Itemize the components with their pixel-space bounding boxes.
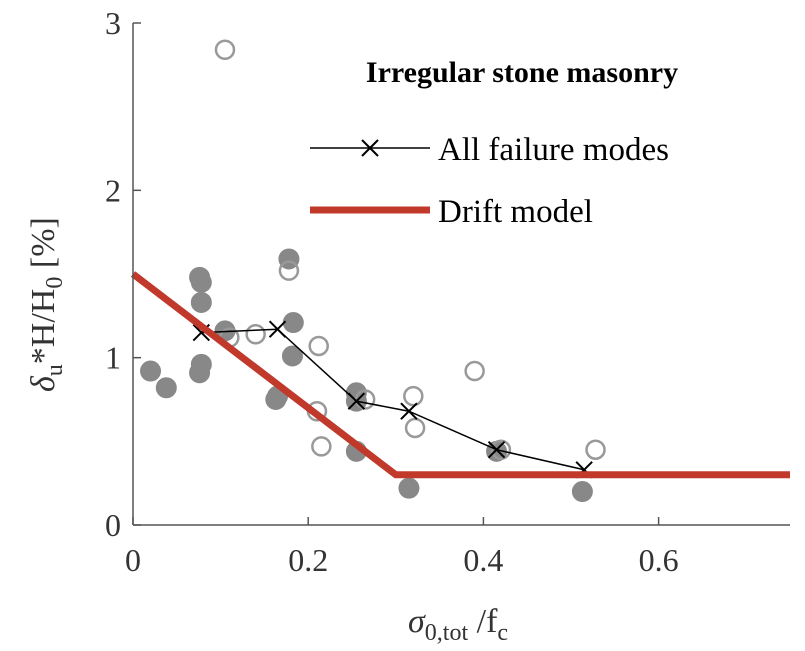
y-tick-label: 0 — [105, 507, 121, 543]
y-tick-label: 1 — [105, 340, 121, 376]
x-tick-label: 0.4 — [463, 542, 503, 578]
y-tick-label: 3 — [105, 5, 121, 41]
y-axis-label: δu*H/H0 [%] — [25, 217, 68, 392]
filled-data-point — [191, 292, 211, 312]
filled-data-point — [399, 478, 419, 498]
plot-area — [133, 23, 790, 525]
legend-label-drift-model: Drift model — [438, 194, 593, 230]
x-tick-label: 0 — [125, 542, 141, 578]
chart-title: Irregular stone masonry — [366, 56, 678, 89]
x-axis-label: σ0,tot /fc — [408, 603, 508, 646]
y-tick-label: 2 — [105, 172, 121, 208]
filled-data-point — [191, 272, 211, 292]
filled-data-point — [283, 313, 303, 333]
x-tick-label: 0.2 — [288, 542, 328, 578]
filled-data-point — [156, 378, 176, 398]
legend-label-all-failure-modes: All failure modes — [438, 132, 669, 168]
filled-data-point — [141, 361, 161, 381]
x-tick-label: 0.6 — [639, 542, 679, 578]
filled-data-point — [190, 363, 210, 383]
filled-data-point — [572, 482, 592, 502]
